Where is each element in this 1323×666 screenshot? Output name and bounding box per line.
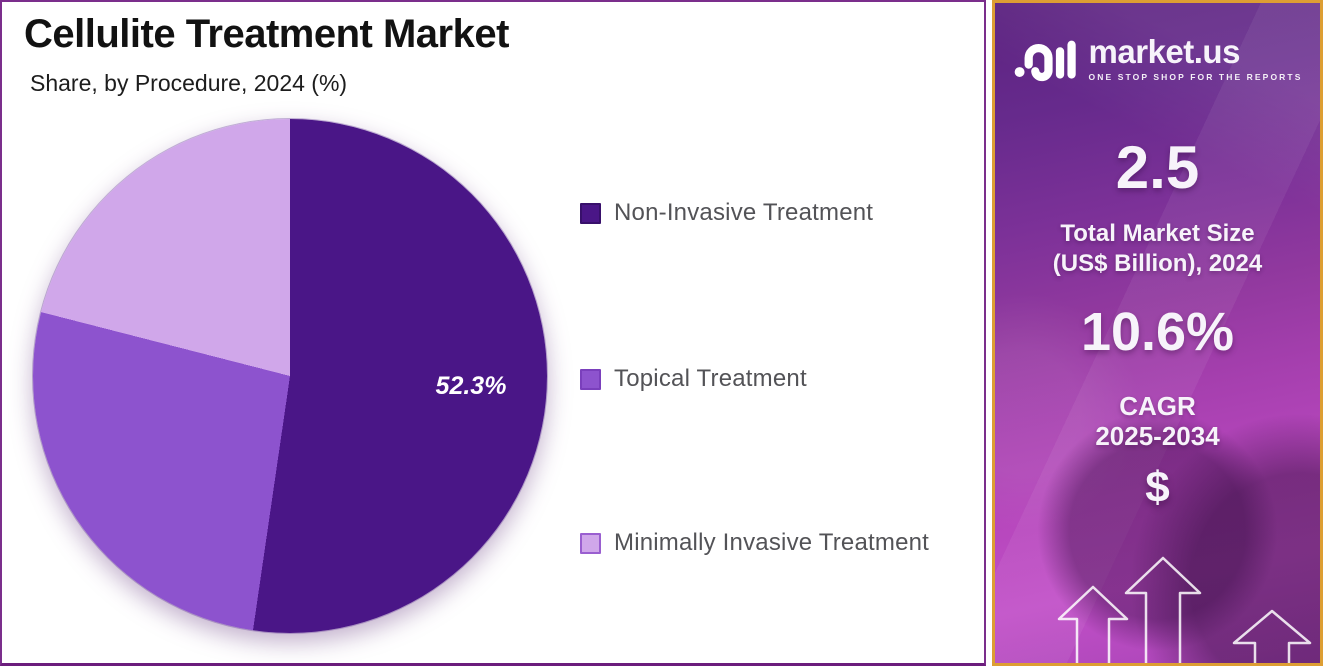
market-size-value: 2.5 [1115,134,1200,201]
legend-label: Non-Invasive Treatment [614,199,874,226]
legend-item-non-invasive: Non-Invasive Treatment [580,199,873,227]
legend-swatch-topical [580,368,601,390]
page-title: Cellulite Treatment Market [24,12,509,56]
legend-swatch-minimally-invasive [580,532,601,554]
brand-text-block: market.us ONE STOP SHOP FOR THE REPORTS [1089,35,1303,82]
brand-tagline: ONE STOP SHOP FOR THE REPORTS [1088,71,1303,82]
legend-swatch-non-invasive [580,202,601,224]
cagr-label-line1: CAGR [1119,391,1196,421]
legend-label: Topical Treatment [614,365,807,392]
legend-item-minimally-invasive: Minimally Invasive Treatment [580,529,929,557]
chart-subtitle: Share, by Procedure, 2024 (%) [30,70,348,96]
market-size-label-line2: (US$ Billion), 2024 [1052,250,1263,277]
sidebar-panel: market.us ONE STOP SHOP FOR THE REPORTS … [992,0,1323,666]
market-size-label: Total Market Size (US$ Billion), 2024 [995,219,1320,279]
pie-slice-label: 52.3% [435,372,507,400]
legend-label: Minimally Invasive Treatment [614,529,930,556]
brand-logo: market.us ONE STOP SHOP FOR THE REPORTS [995,33,1320,83]
growth-arrows-icon [1057,556,1312,663]
chart-panel: Cellulite Treatment Market Share, by Pro… [0,0,986,666]
cagr-label: CAGR 2025-2034 [995,391,1320,451]
legend-item-topical: Topical Treatment [580,365,807,393]
cagr-label-line2: 2025-2034 [1095,421,1220,451]
market-size-label-line1: Total Market Size [1060,220,1255,247]
dollar-icon: $ [1145,463,1170,512]
marketus-logo-icon [1014,40,1076,82]
cagr-value: 10.6% [1080,302,1235,362]
pie-chart [33,119,547,633]
brand-name: market.us [1088,32,1241,70]
